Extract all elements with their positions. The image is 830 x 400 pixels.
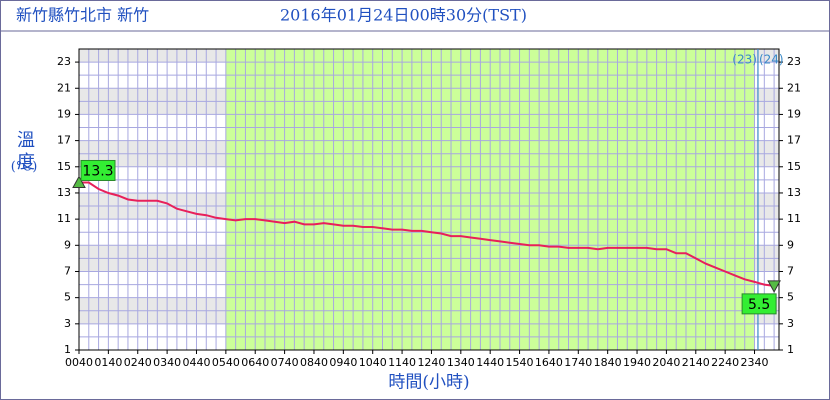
x-tick-label: 0540 [212,356,240,369]
y-tick-label-right: 9 [787,238,794,251]
x-tick-label: 1140 [388,356,416,369]
max-label-box [80,159,116,181]
y-tick-label: 1 [64,343,71,356]
y-tick-label: 13 [57,186,71,199]
station-name: 新竹縣竹北市 新竹 [16,6,149,25]
y-tick-label: 21 [57,81,71,94]
plot-border [78,48,780,351]
max-label: 13.3 [82,163,113,179]
x-tick-label: 1840 [594,356,622,369]
y-tick-label-right: 3 [787,317,794,330]
x-tick-label: 1540 [506,356,534,369]
x-tick-label: 2140 [682,356,710,369]
x-tick-label: 1640 [535,356,563,369]
x-tick-label: 0840 [300,356,328,369]
y-tick-label-right: 15 [787,160,801,173]
x-tick-label: 0740 [271,356,299,369]
x-tick-label: 1040 [359,356,387,369]
y-tick-label: 11 [57,212,71,225]
x-tick-label: 0140 [94,356,122,369]
y-tick-label-right: 13 [787,186,801,199]
y-tick-label: 23 [57,55,71,68]
y-tick-label: 9 [64,238,71,251]
day-marker-right: (24) [759,53,784,67]
x-tick-label: 0940 [329,356,357,369]
y-tick-label: 17 [57,134,71,147]
x-tick-label: 0340 [153,356,181,369]
x-tick-label: 1240 [417,356,445,369]
y-tick-label-right: 7 [787,264,794,277]
y-tick-label: 7 [64,264,71,277]
x-tick-label: 2340 [741,356,769,369]
y-tick-label: 15 [57,160,71,173]
min-label: 5.5 [748,297,770,313]
x-tick-label: 1340 [447,356,475,369]
temperature-line [79,181,775,287]
max-marker [72,175,86,188]
x-tick-label: 2240 [711,356,739,369]
y-tick-label: 5 [64,291,71,304]
y-tick-label: 3 [64,317,71,330]
x-tick-label: 0440 [182,356,210,369]
y-axis-label: 溫度 [14,130,35,174]
x-tick-label: 0240 [124,356,152,369]
x-tick-label: 0640 [241,356,269,369]
x-axis-label: 時間(小時) [388,373,469,393]
x-tick-label: 1440 [476,356,504,369]
x-tick-label: 1740 [564,356,592,369]
y-tick-label: 19 [57,107,71,120]
y-axis-unit: (°C) [11,160,38,175]
x-tick-label: 1940 [623,356,651,369]
y-tick-label-right: 1 [787,343,794,356]
min-label-box [741,293,777,315]
y-tick-label-right: 11 [787,212,801,225]
y-tick-label-right: 17 [787,134,801,147]
y-tick-label-right: 21 [787,81,801,94]
y-tick-label-right: 19 [787,107,801,120]
y-tick-label-right: 5 [787,291,794,304]
day-marker-left: (23) [732,53,757,67]
chart-title: 2016年01月24日00時30分(TST) [280,6,527,25]
x-tick-label: 0040 [65,356,93,369]
min-marker [767,280,781,293]
y-tick-label-right: 23 [787,55,801,68]
x-tick-label: 2040 [652,356,680,369]
